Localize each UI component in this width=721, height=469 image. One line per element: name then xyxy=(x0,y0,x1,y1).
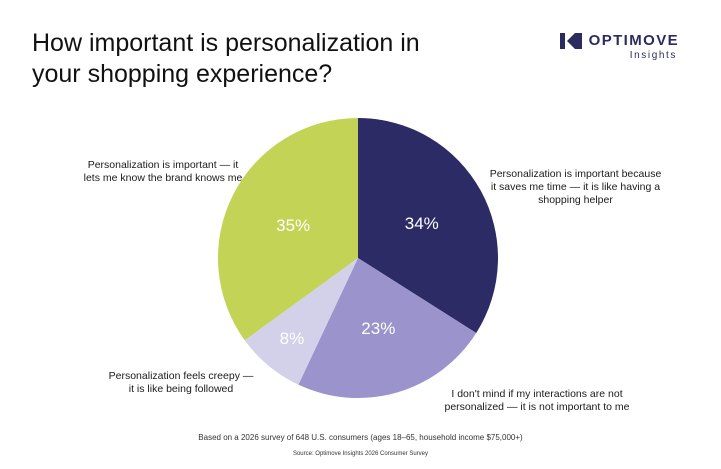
callout-saves-time: Personalization is important because it … xyxy=(489,168,662,206)
chart-title: How important is personalization in your… xyxy=(32,29,420,88)
pie-slice-2 xyxy=(244,258,358,385)
pie-slice-label-3: 35% xyxy=(276,216,310,235)
source-note: Source: Optimove Insights 2026 Consumer … xyxy=(292,451,429,457)
pie-slice-0 xyxy=(358,118,498,334)
survey-footnote: Based on a 2026 survey of 648 U.S. consu… xyxy=(198,433,523,442)
pie-slice-label-0: 34% xyxy=(405,214,439,233)
pie-slice-label-1: 23% xyxy=(361,319,395,338)
pie-slice-3 xyxy=(218,118,358,341)
callout-brand-knows-me: Personalization is important — it lets m… xyxy=(83,159,243,184)
brand-subtitle: Insights xyxy=(629,50,677,61)
callout-feels-creepy: Personalization feels creepy — it is lik… xyxy=(108,370,254,395)
brand-name: OPTIMOVE xyxy=(588,32,679,49)
callout-not-important: I don't mind if my interactions are not … xyxy=(444,388,630,413)
optimove-logo-icon xyxy=(559,32,582,49)
pie-slice-1 xyxy=(298,258,477,398)
pie-slice-label-2: 8% xyxy=(280,329,305,348)
brand-logo: OPTIMOVE Insights xyxy=(559,32,679,61)
